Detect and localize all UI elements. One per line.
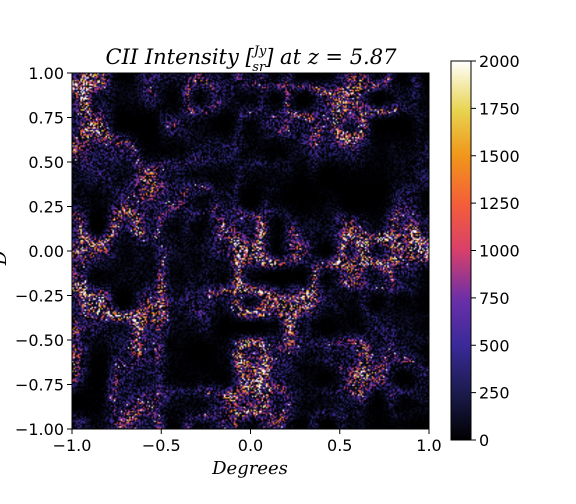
y-axis: 1.00 0.75 0.50 0.25 0.00 −0.25 −0.50 −0.75 −1.00 [15,64,72,439]
colorbar-tick-label: 750 [479,289,510,308]
colorbar-tick-label: 0 [479,431,489,450]
x-tick-label: −0.5 [142,436,181,455]
colorbar-tick-label: 1000 [479,242,520,261]
colorbar-gradient [450,60,472,441]
title-prefix: CII Intensity [ [106,45,255,69]
plot-area [71,72,430,430]
colorbar: 2000 1750 1500 1250 1000 750 500 250 0 [450,52,520,450]
x-tick-label: 1.0 [416,436,441,455]
colorbar-tick-label: 250 [479,384,510,403]
title-unit-num: Jy [251,44,267,59]
y-axis-label: D [0,250,11,266]
title-unit-den: sr [252,60,266,75]
y-tick-label: 0.00 [28,242,64,261]
x-axis: −1.0 −0.5 0.0 0.5 1.0 [53,429,442,455]
colorbar-tick-label: 1750 [479,99,520,118]
x-axis-label: Degrees [211,458,288,479]
heatmap-image [72,73,429,429]
y-tick-label: 1.00 [28,64,64,83]
y-tick-label: −0.50 [15,331,64,350]
y-tick-label: −0.75 [15,376,64,395]
colorbar-tick-label: 2000 [479,52,520,71]
y-tick-label: 0.25 [28,198,64,217]
colorbar-tick-label: 1250 [479,194,520,213]
chart-title: CII Intensity [Jy sr] at z = 5.87 [106,44,398,75]
colorbar-tick-label: 500 [479,336,510,355]
y-tick-label: 0.50 [28,153,64,172]
title-suffix: ] at z = 5.87 [264,45,397,69]
colorbar-ticks: 2000 1750 1500 1250 1000 750 500 250 0 [471,52,520,450]
x-tick-label: 0.0 [238,436,263,455]
y-tick-label: 0.75 [28,109,64,128]
y-tick-label: −1.00 [15,420,64,439]
x-tick-label: −1.0 [53,436,92,455]
x-tick-label: 0.5 [327,436,352,455]
y-tick-label: −0.25 [15,287,64,306]
colorbar-tick-label: 1500 [479,147,520,166]
